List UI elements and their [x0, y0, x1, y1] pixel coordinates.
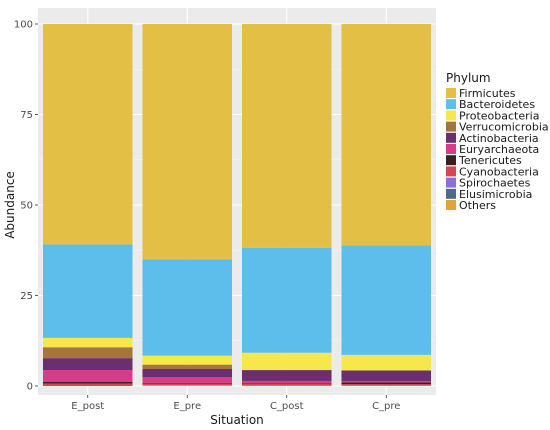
legend-swatch: [446, 144, 456, 154]
legend-swatch: [446, 155, 456, 166]
legend-label: Actinobacteria: [459, 132, 539, 145]
x-axis-title: Situation: [210, 413, 264, 427]
bar-segment: [142, 355, 233, 365]
bar-segment: [341, 382, 432, 385]
bar-segment: [341, 354, 432, 371]
legend-label: Euryarchaeota: [459, 143, 539, 156]
y-tick-label: 100: [14, 20, 33, 31]
legend-swatch: [446, 177, 456, 188]
y-tick-label: 50: [20, 201, 33, 212]
bar-segment: [241, 247, 332, 353]
x-tick-label: C_pre: [372, 401, 400, 412]
bar-segment: [42, 24, 133, 245]
y-tick-label: 25: [20, 291, 33, 302]
bar-segment: [42, 244, 133, 338]
bar-segment: [142, 383, 233, 386]
bar-segment: [42, 382, 133, 384]
legend-label: Bacteroidetes: [459, 98, 535, 111]
x-tick-label: E_pre: [173, 401, 201, 412]
legend-swatch: [446, 88, 456, 98]
legend-label: Firmicutes: [459, 87, 516, 100]
legend-label: Others: [459, 199, 496, 212]
legend: Phylum FirmicutesBacteroidetesProteobact…: [446, 71, 549, 212]
bar-segment: [42, 383, 133, 386]
bar-segment: [341, 370, 432, 382]
bar-segment: [142, 259, 233, 356]
y-axis: 0 25 50 75 100: [14, 20, 38, 393]
bar-segment: [42, 358, 133, 371]
legend-label: Tenericutes: [458, 154, 522, 167]
bar-segment: [341, 24, 432, 246]
bar-segment: [142, 364, 233, 369]
bar-segment: [241, 370, 332, 381]
legend-label: Cyanobacteria: [459, 165, 539, 178]
legend-swatch: [446, 200, 456, 210]
bar-segment: [42, 347, 133, 359]
x-tick-label: E_post: [71, 401, 104, 412]
bar-segment: [241, 24, 332, 248]
bar-segment: [341, 381, 432, 383]
bar-segment: [142, 377, 233, 383]
bar-segment: [142, 385, 233, 386]
legend-label: Elusimicrobia: [459, 188, 532, 201]
bar-segment: [42, 337, 133, 348]
bar-segment: [142, 368, 233, 378]
y-tick-label: 0: [27, 382, 33, 393]
bar-segment: [142, 382, 233, 384]
bar-segment: [241, 352, 332, 371]
legend-swatch: [446, 188, 456, 199]
legend-label: Proteobacteria: [459, 109, 539, 122]
legend-label: Spirochaetes: [459, 177, 531, 190]
y-axis-title: Abundance: [3, 171, 17, 239]
legend-swatch: [446, 99, 456, 110]
bar-segment: [241, 383, 332, 386]
legend-label: Verrucomicrobia: [459, 121, 549, 134]
y-tick-label: 75: [20, 110, 33, 121]
x-tick-label: C_post: [270, 401, 304, 412]
legend-swatch: [446, 132, 456, 143]
bar-segment: [42, 370, 133, 383]
bar-segment: [142, 24, 233, 260]
bars: [42, 24, 432, 386]
bar-segment: [241, 380, 332, 384]
bar-segment: [241, 383, 332, 384]
bar-segment: [341, 384, 432, 386]
legend-swatch: [446, 121, 456, 132]
legend-swatch: [446, 110, 456, 121]
x-axis: E_post E_pre C_post C_pre: [71, 395, 400, 412]
bar-segment: [341, 245, 432, 355]
legend-title: Phylum: [446, 71, 491, 85]
legend-swatch: [446, 166, 456, 177]
